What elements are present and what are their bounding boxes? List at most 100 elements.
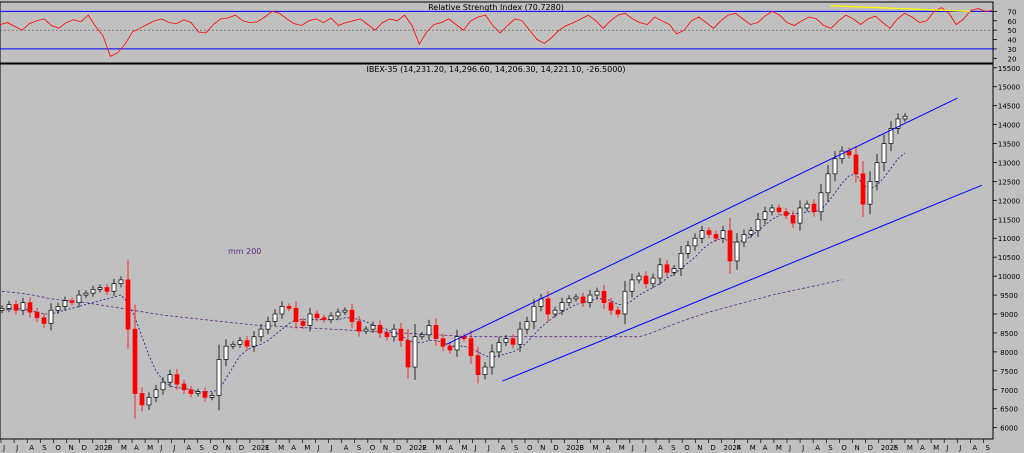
price-tick-label: 12500 <box>998 178 1020 186</box>
x-tick-label: A <box>291 444 296 452</box>
candle <box>664 259 670 278</box>
price-tick-label: 9500 <box>1000 292 1018 300</box>
candle <box>83 290 89 298</box>
candle-body <box>860 173 866 205</box>
candle <box>6 300 12 312</box>
rsi-line <box>0 7 994 57</box>
candle-body <box>447 345 453 351</box>
x-tick-label: A <box>763 444 768 452</box>
candle <box>482 362 488 380</box>
x-tick-label: D <box>868 444 873 452</box>
x-tick-label: J <box>958 444 961 452</box>
x-tick-label: D <box>396 444 401 452</box>
candle-body <box>55 306 61 311</box>
x-tick-label: F <box>265 444 269 452</box>
candle-body <box>454 336 460 351</box>
x-tick-label: N <box>383 444 388 452</box>
price-tick-label: 10000 <box>998 273 1020 281</box>
candle <box>433 318 439 346</box>
candle-body <box>734 241 740 262</box>
ma50-line <box>1 152 906 393</box>
candle <box>867 171 873 215</box>
candle-body <box>482 366 488 375</box>
candle <box>223 339 229 367</box>
candle <box>132 304 138 419</box>
candle-body <box>601 290 607 303</box>
candle-body <box>62 300 68 307</box>
x-tick-label: S <box>828 444 833 452</box>
candle-body <box>545 298 551 315</box>
candle <box>69 297 75 306</box>
candle <box>349 303 355 328</box>
candle-body <box>440 338 446 347</box>
x-tick-label: M <box>750 444 756 452</box>
x-tick-label: J <box>487 444 490 452</box>
candle <box>783 208 789 220</box>
candle-body <box>510 338 516 345</box>
candle <box>258 324 264 342</box>
x-tick-label: M <box>278 444 284 452</box>
candle-body <box>104 287 110 292</box>
candle-body <box>720 230 726 239</box>
candle <box>657 257 663 285</box>
candle-body <box>902 115 908 120</box>
x-tick-label: F <box>579 444 583 452</box>
candle-body <box>776 207 782 213</box>
x-tick-label: S <box>514 444 519 452</box>
candle <box>286 303 292 312</box>
x-tick-label: M <box>462 444 468 452</box>
price-tick-label: 10500 <box>998 254 1020 262</box>
candle-body <box>475 355 481 375</box>
price-tick-label: 7000 <box>1000 387 1018 395</box>
candle <box>629 273 635 298</box>
x-tick-label: F <box>422 444 426 452</box>
candle <box>426 319 432 341</box>
candle-body <box>279 306 285 315</box>
candle-body <box>265 321 271 330</box>
candle-body <box>713 234 719 239</box>
x-tick-label: O <box>841 444 847 452</box>
candle <box>125 260 131 349</box>
price-tick-label: 15000 <box>998 84 1020 92</box>
candle <box>699 225 705 244</box>
candle-body <box>153 389 159 398</box>
candle <box>335 308 341 320</box>
candle <box>55 302 61 314</box>
x-tick-label: A <box>815 444 820 452</box>
candle <box>202 387 208 402</box>
candle <box>328 312 334 324</box>
candle <box>762 206 768 225</box>
candle-body <box>503 338 509 343</box>
candle <box>902 113 908 123</box>
x-tick-label: A <box>920 444 925 452</box>
candle-body <box>125 279 131 330</box>
x-tick-label: J <box>316 444 319 452</box>
price-tick-label: 7500 <box>1000 368 1018 376</box>
price-tick-label: 6000 <box>1000 425 1018 433</box>
candle-body <box>321 317 327 321</box>
candle <box>454 329 460 357</box>
candle-body <box>804 203 810 209</box>
x-tick-label: F <box>737 444 741 452</box>
candle-body <box>195 391 201 394</box>
candle <box>160 377 166 395</box>
x-tick-label: S <box>200 444 205 452</box>
x-tick-label: M <box>593 444 599 452</box>
candle <box>118 276 124 288</box>
x-tick-label: 2023 <box>566 444 584 452</box>
price-tick-label: 15500 <box>998 65 1020 73</box>
price-tick-label: 11500 <box>998 216 1020 224</box>
ma200-label: mm 200 <box>228 247 261 256</box>
x-tick-label: A <box>186 444 191 452</box>
candle <box>244 336 250 351</box>
candle-body <box>167 374 173 383</box>
candle <box>468 330 474 364</box>
candle-body <box>769 207 775 213</box>
price-tick-label: 13500 <box>998 141 1020 149</box>
candle <box>832 151 838 182</box>
x-tick-label: 2022 <box>409 444 427 452</box>
price-tick-label: 6500 <box>1000 406 1018 414</box>
candle <box>580 292 586 307</box>
candle <box>818 183 824 221</box>
